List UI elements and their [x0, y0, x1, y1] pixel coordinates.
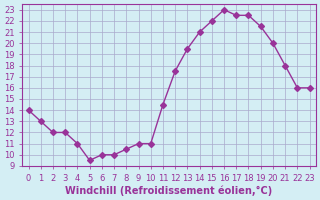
- X-axis label: Windchill (Refroidissement éolien,°C): Windchill (Refroidissement éolien,°C): [65, 185, 273, 196]
